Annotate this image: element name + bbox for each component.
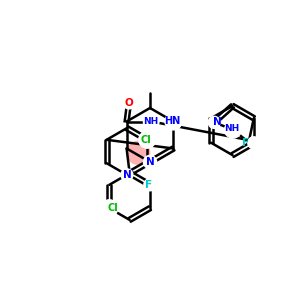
Circle shape	[101, 200, 118, 217]
Text: NH: NH	[224, 124, 239, 133]
Circle shape	[139, 131, 155, 148]
Circle shape	[225, 121, 242, 138]
Circle shape	[127, 142, 150, 164]
Circle shape	[143, 114, 159, 129]
Text: Cl: Cl	[108, 203, 118, 213]
Text: Cl: Cl	[140, 135, 151, 145]
Text: N: N	[146, 157, 154, 167]
Text: F: F	[145, 180, 152, 190]
Circle shape	[144, 179, 156, 191]
Circle shape	[208, 116, 220, 128]
Circle shape	[121, 169, 133, 181]
Circle shape	[123, 97, 135, 109]
Circle shape	[165, 113, 182, 130]
Text: NH: NH	[144, 117, 159, 126]
Text: N: N	[213, 117, 222, 128]
Circle shape	[248, 137, 260, 149]
Text: O: O	[124, 98, 134, 108]
Text: N: N	[122, 170, 131, 180]
Circle shape	[143, 155, 157, 169]
Text: HN: HN	[164, 116, 180, 127]
Text: F: F	[242, 138, 249, 148]
